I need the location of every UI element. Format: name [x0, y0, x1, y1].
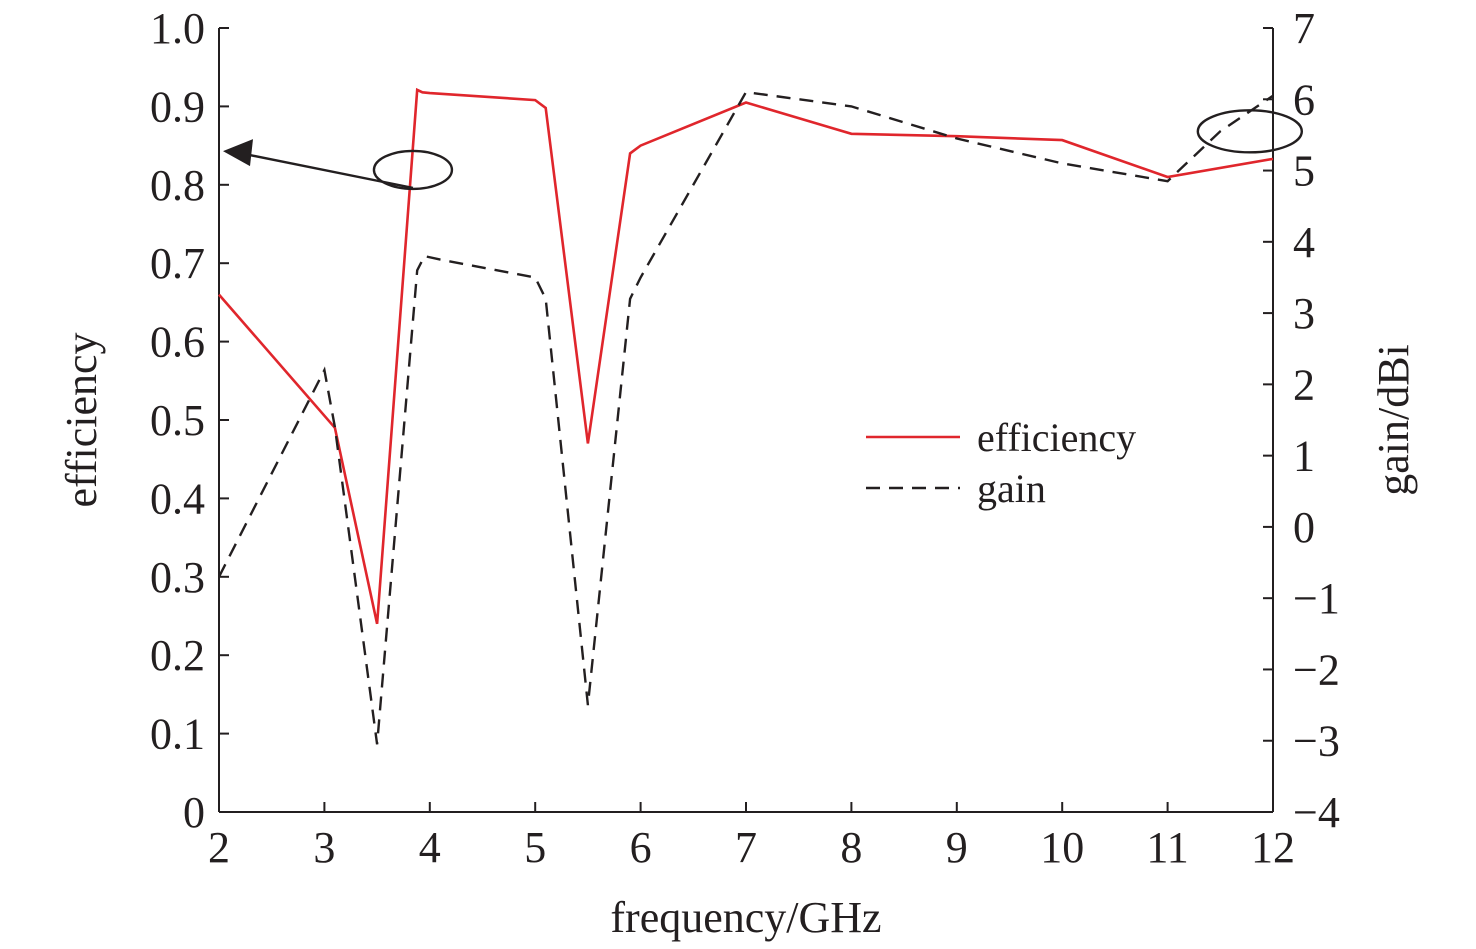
x-tick-label: 7: [735, 823, 757, 872]
y-tick-label: 0: [183, 788, 205, 837]
gain-series-line: [217, 90, 1274, 745]
y2-tick-label: −2: [1293, 645, 1340, 694]
y-axis-title: efficiency: [57, 332, 106, 507]
y-tick-label: 1.0: [150, 4, 205, 53]
y-tick-label: 0.9: [150, 82, 205, 131]
x-tick-label: 9: [946, 823, 968, 872]
axis-titles-layer: frequency/GHz efficiency gain/dBi: [57, 332, 1418, 942]
y-tick-label: 0.4: [150, 474, 205, 523]
y-tick-label: 0.7: [150, 239, 205, 288]
arrow-head-icon: [223, 139, 253, 167]
y-tick-label: 0.3: [150, 553, 205, 602]
series-layer: [217, 87, 1274, 745]
y-tick-label: 0.5: [150, 396, 205, 445]
x-tick-label: 2: [208, 823, 230, 872]
x-tick-label: 10: [1040, 823, 1084, 872]
y2-tick-label: −3: [1293, 717, 1340, 766]
arrow-shaft: [244, 152, 414, 190]
y-tick-label: 0.1: [150, 710, 205, 759]
y2-tick-label: −4: [1293, 788, 1340, 837]
legend: efficiency gain: [866, 415, 1136, 511]
x-tick-label: 4: [419, 823, 441, 872]
gain-axis-marker-ellipse: [1196, 109, 1304, 154]
x-tick-label: 5: [524, 823, 546, 872]
y2-tick-label: 7: [1293, 4, 1315, 53]
y2-tick-label: 3: [1293, 289, 1315, 338]
y2-axis-title: gain/dBi: [1369, 344, 1418, 496]
x-tick-label: 8: [840, 823, 862, 872]
y2-tick-label: 1: [1293, 432, 1315, 481]
y-tick-label: 0.8: [150, 161, 205, 210]
x-axis-title: frequency/GHz: [610, 893, 881, 942]
legend-efficiency-label: efficiency: [977, 415, 1136, 460]
y2-tick-label: 4: [1293, 218, 1315, 267]
annotations-layer: [223, 109, 1304, 191]
y2-tick-label: 6: [1293, 75, 1315, 124]
y2-tick-label: 2: [1293, 360, 1315, 409]
y-tick-label: 0.6: [150, 318, 205, 367]
axes-layer: 2 3 4 5 6 7 8 9 10 11 1200.10.20.30.40.50.60.70.80…: [150, 4, 1340, 872]
y-tick-label: 0.2: [150, 631, 205, 680]
x-tick-label: 3: [313, 823, 335, 872]
y2-tick-label: −1: [1293, 574, 1340, 623]
efficiency-series-line: [218, 87, 1274, 625]
x-tick-label: 6: [630, 823, 652, 872]
y2-tick-label: 0: [1293, 503, 1315, 552]
efficiency-axis-marker-ellipse: [372, 149, 454, 191]
x-tick-label: 11: [1146, 823, 1188, 872]
x-tick-label: 12: [1251, 823, 1295, 872]
legend-gain-label: gain: [977, 466, 1046, 511]
y2-tick-label: 5: [1293, 147, 1315, 196]
